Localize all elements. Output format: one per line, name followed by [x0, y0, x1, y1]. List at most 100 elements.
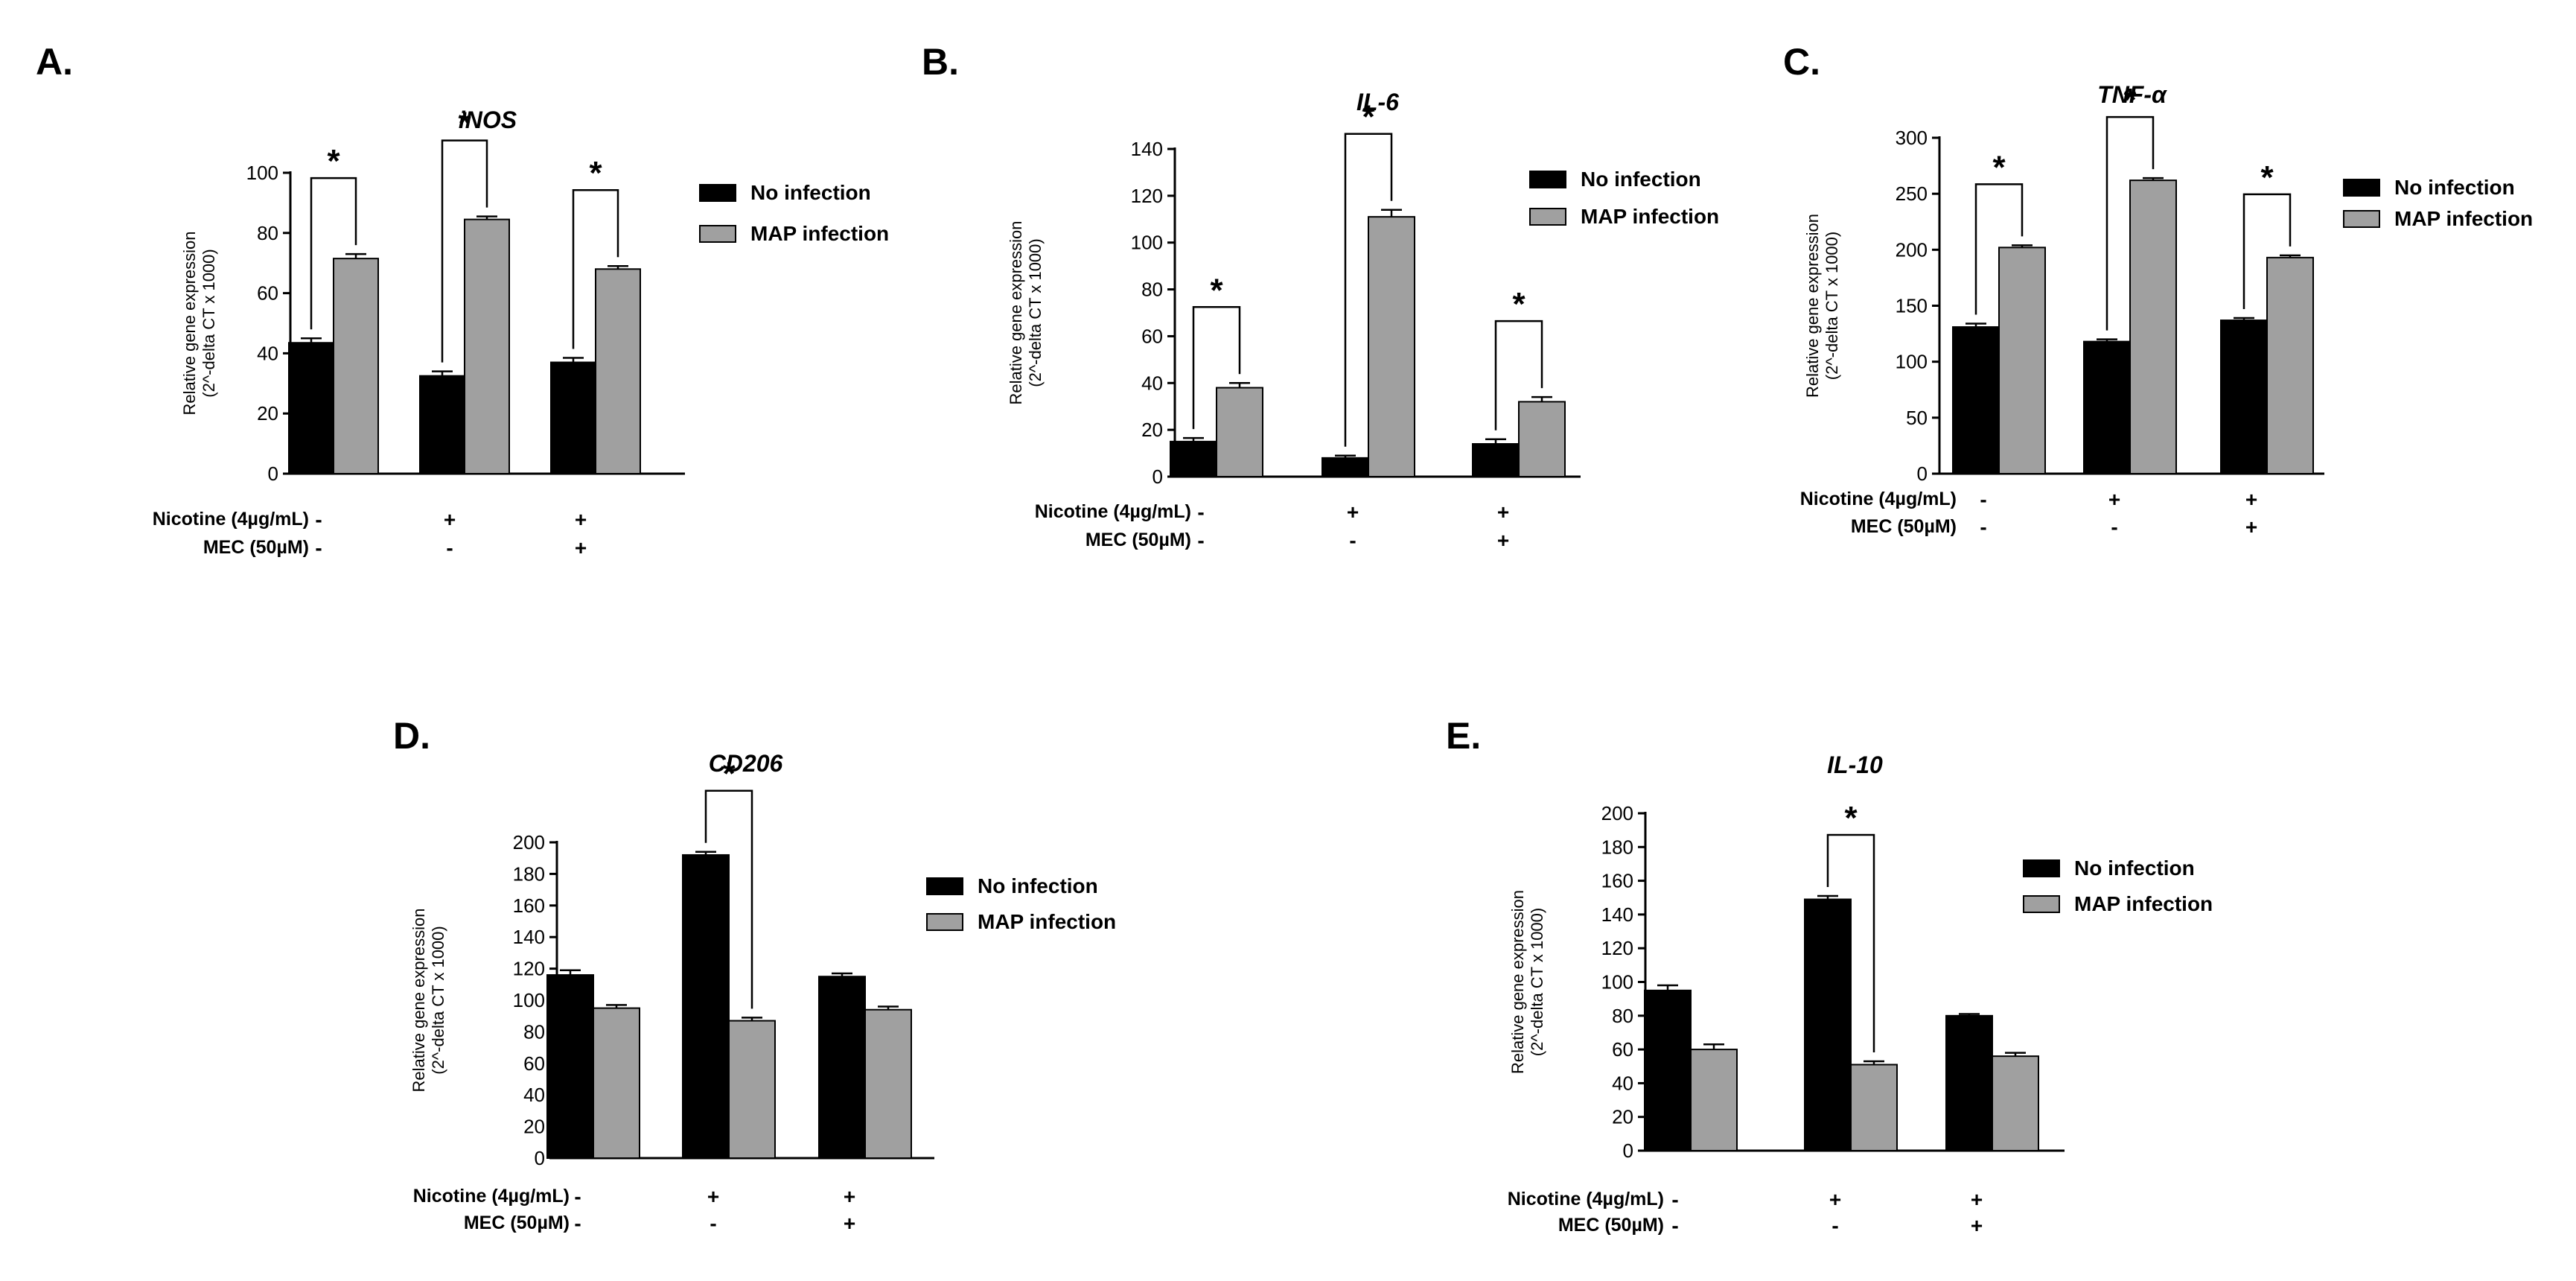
mec-row-label: MEC (50µM) — [1851, 516, 1957, 537]
legend-label-no-infection: No infection — [2074, 856, 2195, 880]
y-tick-label: 200 — [1601, 802, 1633, 824]
y-tick-label: 160 — [513, 894, 545, 917]
nicotine-sign: - — [1197, 500, 1204, 524]
y-axis-label-line2: (2^-delta CT x 1000) — [200, 249, 218, 397]
y-tick-label: 140 — [1601, 903, 1633, 926]
bar-map-infection — [333, 258, 379, 474]
y-tick-label: 140 — [1131, 138, 1163, 160]
bar-no-infection — [1170, 440, 1217, 477]
y-axis-label-line1: Relative gene expression — [180, 231, 199, 415]
mec-sign: + — [575, 536, 587, 559]
mec-row-label: MEC (50µM) — [464, 1212, 570, 1233]
mec-sign: - — [1831, 1214, 1838, 1237]
y-tick-label: 60 — [523, 1052, 545, 1075]
mec-sign: - — [1197, 529, 1204, 552]
y-tick-label: 100 — [513, 989, 545, 1011]
bar-no-infection — [2083, 340, 2131, 474]
nicotine-sign: + — [1829, 1188, 1841, 1211]
bar-no-infection — [288, 342, 334, 475]
significance-bracket — [572, 188, 619, 349]
panel-letter: C. — [1783, 41, 1820, 83]
y-tick-label: 180 — [513, 862, 545, 885]
significance-star: * — [1362, 99, 1375, 136]
chart-title: iNOS — [459, 107, 517, 133]
nicotine-sign: - — [574, 1185, 581, 1208]
mec-row-label: MEC (50µM) — [203, 537, 309, 558]
y-axis-label: Relative gene expression (2^-delta CT x 1… — [180, 231, 218, 415]
mec-sign: + — [2245, 515, 2257, 538]
significance-star: * — [458, 106, 471, 142]
significance-bracket — [1344, 133, 1393, 447]
legend-label-no-infection: No infection — [750, 181, 871, 204]
nicotine-row-label: Nicotine (4µg/mL) — [1035, 501, 1191, 522]
y-axis-label: Relative gene expression (2^-delta CT x 1… — [1007, 220, 1045, 404]
y-axis-label-line1: Relative gene expression — [1007, 220, 1025, 404]
bar-no-infection — [1472, 443, 1520, 477]
mec-sign: - — [315, 536, 322, 559]
y-tick-label: 60 — [1141, 325, 1163, 347]
panel-letter: E. — [1446, 715, 1481, 757]
chart-title: TNF-α — [2097, 81, 2167, 108]
nicotine-sign: + — [844, 1185, 855, 1208]
y-tick-label: 20 — [1141, 419, 1163, 441]
y-tick-label: 0 — [1623, 1139, 1633, 1162]
significance-star: * — [722, 756, 736, 792]
y-tick-label: 120 — [1601, 937, 1633, 959]
legend-label-map-infection: MAP infection — [978, 910, 1116, 933]
significance-star: * — [1210, 272, 1223, 308]
nicotine-sign: + — [707, 1185, 719, 1208]
mec-sign: - — [2111, 515, 2117, 538]
y-tick-label: 100 — [1131, 232, 1163, 254]
y-tick-label: 0 — [268, 463, 278, 485]
y-tick-label: 40 — [1141, 372, 1163, 394]
significance-star: * — [327, 143, 340, 179]
chart-title: IL-10 — [1827, 751, 1883, 778]
y-tick-label: 100 — [246, 162, 278, 184]
panel-letter: D. — [393, 715, 430, 757]
y-tick-label: 20 — [523, 1116, 545, 1138]
mec-sign: + — [844, 1212, 855, 1235]
nicotine-row-label: Nicotine (4µg/mL) — [153, 509, 309, 530]
y-tick-label: 200 — [1896, 238, 1928, 261]
legend-swatch-no-infection — [926, 877, 963, 895]
chart-title: CD206 — [709, 750, 783, 777]
legend-label-map-infection: MAP infection — [1581, 205, 1719, 228]
nicotine-sign: - — [1980, 488, 1986, 511]
y-tick-label: 40 — [523, 1084, 545, 1106]
bar-no-infection — [1952, 326, 2000, 474]
significance-bracket — [1826, 833, 1875, 1052]
legend-label-no-infection: No infection — [978, 874, 1098, 897]
bar-map-infection — [595, 268, 641, 474]
y-tick-label: 160 — [1601, 870, 1633, 892]
y-tick-label: 100 — [1601, 971, 1633, 994]
y-tick-label: 140 — [513, 926, 545, 948]
y-axis-label: Relative gene expression (2^-delta CT x 1… — [1508, 890, 1546, 1074]
y-tick-label: 50 — [1906, 407, 1928, 429]
y-tick-label: 40 — [1612, 1072, 1633, 1094]
y-tick-label: 100 — [1896, 351, 1928, 373]
bar-no-infection — [1322, 457, 1369, 477]
bar-no-infection — [1804, 898, 1852, 1151]
y-axis-label-line2: (2^-delta CT x 1000) — [1823, 232, 1841, 380]
nicotine-sign: + — [2245, 488, 2257, 511]
legend-label-no-infection: No infection — [2394, 176, 2515, 199]
chart-panel-4: D. CD206 0 20 40 60 80 100 120 140 160 180 200 Relati… — [393, 715, 1116, 1235]
mec-sign: - — [1349, 529, 1356, 552]
y-tick-label: 180 — [1601, 836, 1633, 858]
y-tick-label: 60 — [257, 282, 278, 305]
legend-label-map-infection: MAP infection — [750, 222, 889, 245]
significance-star: * — [1512, 286, 1525, 322]
significance-bracket — [2242, 193, 2292, 310]
nicotine-sign: + — [1971, 1188, 1983, 1211]
mec-sign: - — [574, 1212, 581, 1235]
y-axis-label-line1: Relative gene expression — [409, 908, 428, 1092]
bar-no-infection — [2220, 320, 2268, 474]
y-tick-label: 150 — [1896, 295, 1928, 317]
y-axis-label-line2: (2^-delta CT x 1000) — [429, 926, 447, 1074]
significance-bracket — [1494, 320, 1543, 430]
legend-swatch-no-infection — [1529, 171, 1566, 188]
mec-row-label: MEC (50µM) — [1558, 1215, 1664, 1236]
significance-bracket — [704, 789, 753, 1009]
nicotine-row-label: Nicotine (4µg/mL) — [1800, 489, 1957, 509]
